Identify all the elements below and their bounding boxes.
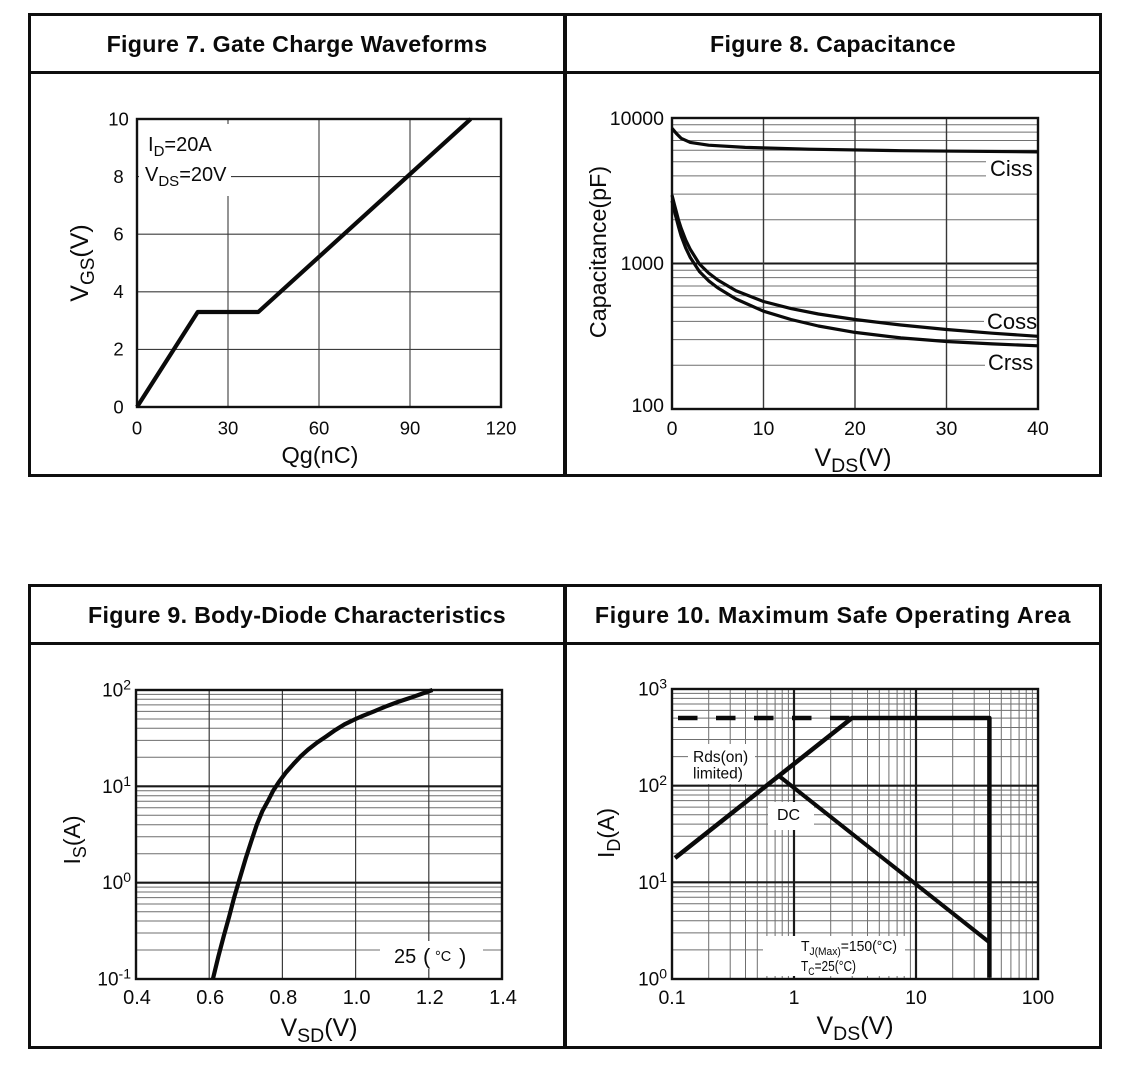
svg-text:8: 8	[113, 166, 123, 187]
svg-text:Capacitance(pF): Capacitance(pF)	[585, 166, 611, 338]
svg-text:IS(A): IS(A)	[59, 815, 90, 864]
svg-text:0.8: 0.8	[269, 987, 297, 1009]
svg-text:ID(A): ID(A)	[593, 808, 624, 858]
svg-text:4: 4	[113, 281, 123, 302]
svg-text:1000: 1000	[621, 253, 665, 275]
svg-text:100: 100	[631, 395, 664, 417]
svg-text:VGS(V): VGS(V)	[66, 224, 99, 301]
svg-text:90: 90	[400, 418, 421, 439]
svg-text:100: 100	[102, 869, 131, 894]
svg-text:102: 102	[102, 677, 131, 702]
svg-text:VDS=20V: VDS=20V	[145, 164, 227, 190]
svg-text:Rds(on): Rds(on)	[693, 749, 748, 766]
svg-text:VSD(V): VSD(V)	[280, 1014, 357, 1046]
svg-text:Ciss: Ciss	[990, 156, 1033, 181]
svg-text:10: 10	[108, 108, 129, 129]
svg-text:101: 101	[638, 869, 667, 894]
svg-text:1.2: 1.2	[416, 987, 444, 1009]
svg-text:0.1: 0.1	[658, 987, 685, 1009]
svg-text:0: 0	[667, 418, 678, 440]
svg-text:0: 0	[113, 396, 123, 417]
svg-text:10: 10	[753, 418, 775, 440]
svg-text:0.6: 0.6	[196, 987, 224, 1009]
svg-text:10: 10	[905, 987, 927, 1009]
svg-text:100: 100	[1022, 987, 1055, 1009]
svg-text:2: 2	[113, 339, 123, 360]
svg-text:101: 101	[102, 773, 131, 798]
svg-text:VDS(V): VDS(V)	[816, 1012, 893, 1045]
svg-text:60: 60	[309, 418, 330, 439]
svg-text:°C: °C	[435, 949, 451, 965]
svg-text:102: 102	[638, 772, 667, 797]
svg-text:10-1: 10-1	[97, 966, 131, 991]
svg-text:1: 1	[789, 987, 800, 1009]
svg-text:0.4: 0.4	[123, 987, 151, 1009]
svg-text:20: 20	[844, 418, 866, 440]
svg-text:): )	[459, 944, 466, 969]
svg-text:6: 6	[113, 224, 123, 245]
svg-text:TC=25(°C): TC=25(°C)	[801, 958, 856, 978]
svg-text:1.0: 1.0	[343, 987, 371, 1009]
svg-text:DC: DC	[777, 807, 800, 824]
svg-text:limited): limited)	[693, 766, 743, 783]
svg-text:10000: 10000	[610, 108, 664, 130]
svg-text:25: 25	[394, 946, 416, 968]
svg-text:Qg(nC): Qg(nC)	[281, 442, 358, 468]
svg-text:(: (	[423, 944, 431, 969]
svg-text:Crss: Crss	[988, 350, 1033, 375]
svg-text:30: 30	[936, 418, 958, 440]
svg-text:0: 0	[132, 418, 142, 439]
svg-text:40: 40	[1027, 418, 1049, 440]
svg-text:120: 120	[486, 418, 517, 439]
svg-text:1.4: 1.4	[489, 987, 517, 1009]
svg-text:Coss: Coss	[987, 309, 1037, 334]
svg-text:VDS(V): VDS(V)	[814, 444, 891, 474]
svg-text:103: 103	[638, 676, 667, 701]
svg-text:30: 30	[218, 418, 239, 439]
